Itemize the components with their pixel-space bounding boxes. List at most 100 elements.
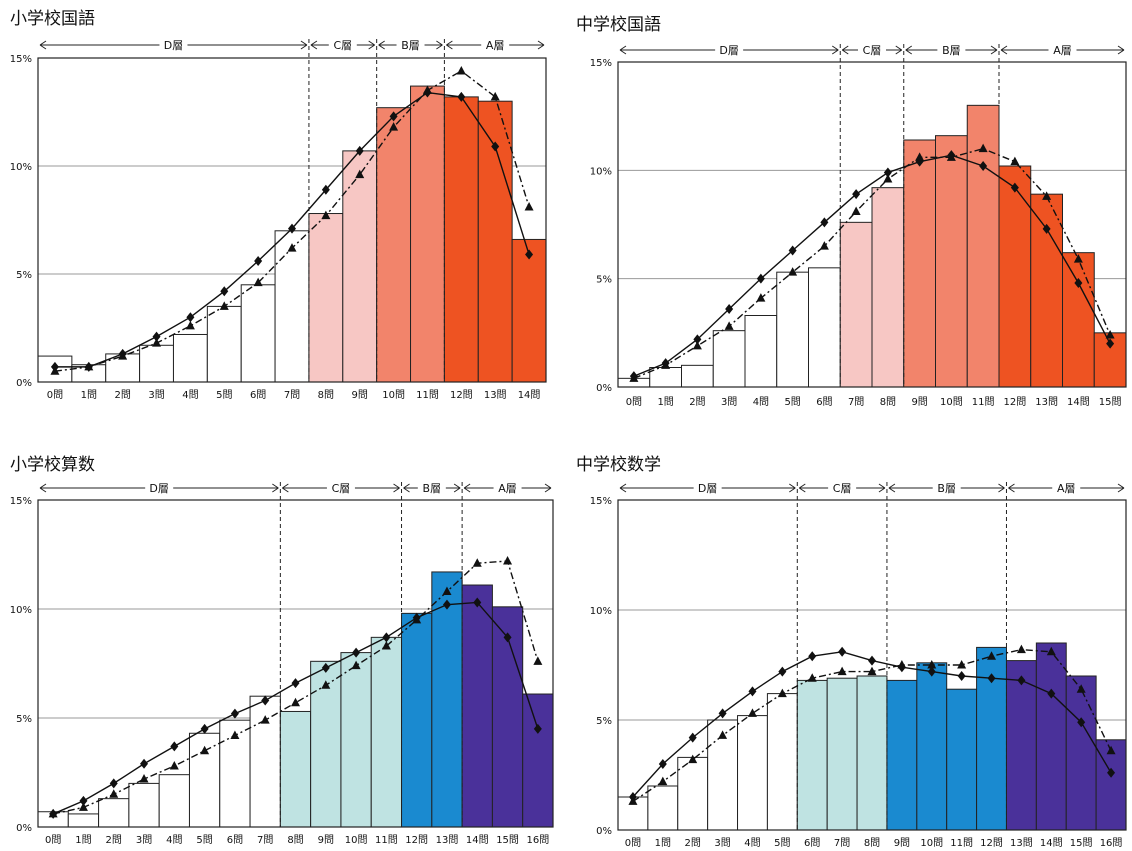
x-tick-label: 3問 <box>148 389 164 401</box>
diamond-marker <box>533 723 542 734</box>
x-tick-label: 6問 <box>227 834 243 846</box>
layer-arrowhead-right <box>436 40 443 50</box>
plot-frame <box>37 499 554 828</box>
bar <box>279 710 312 828</box>
diamond-marker <box>852 189 861 200</box>
layer-label: D層 <box>698 482 717 495</box>
triangle-marker <box>351 660 361 670</box>
triangle-marker <box>851 206 861 215</box>
layer-label: B層 <box>937 482 956 495</box>
layer-arrowhead-left <box>403 483 410 493</box>
triangle-marker <box>692 340 702 350</box>
x-tick-label: 3問 <box>721 396 737 408</box>
layer-label: B層 <box>401 39 420 52</box>
bar <box>376 107 412 383</box>
triangle-marker <box>658 776 668 786</box>
x-tick-label: 8問 <box>318 389 334 401</box>
layer-label: C層 <box>332 482 351 495</box>
triangle-marker <box>253 277 263 287</box>
triangle-marker <box>837 666 847 676</box>
x-tick-label: 1問 <box>81 389 97 401</box>
diamond-marker <box>230 708 239 719</box>
x-tick-label: 10問 <box>940 396 963 408</box>
x-tick-label: 7問 <box>284 389 300 401</box>
triangle-marker <box>524 202 534 211</box>
x-tick-label: 1問 <box>655 837 671 849</box>
triangle-marker <box>1106 745 1116 755</box>
series-line-dashdot <box>632 648 1112 802</box>
x-tick-label: 11問 <box>375 834 398 846</box>
diamond-marker <box>820 217 829 228</box>
diamond-marker <box>389 111 398 122</box>
layer-label: C層 <box>863 44 882 57</box>
triangle-marker <box>897 660 907 669</box>
x-tick-label: 13問 <box>1035 396 1058 408</box>
x-tick-label: 0問 <box>47 389 63 401</box>
layer-arrowhead-right <box>544 483 552 493</box>
layer-arrowhead-right <box>990 45 998 55</box>
diamond-marker <box>291 678 300 689</box>
triangle-marker <box>139 774 149 783</box>
x-tick-label: 4問 <box>753 396 769 408</box>
layer-label: B層 <box>942 44 961 57</box>
x-tick-label: 8問 <box>864 837 880 849</box>
triangle-marker <box>230 730 240 739</box>
layer-arrowhead-left <box>463 483 471 493</box>
triangle-marker <box>777 688 787 698</box>
triangle-marker <box>756 293 766 302</box>
x-tick-label: 14問 <box>1040 837 1063 849</box>
x-tick-label: 14問 <box>1067 396 1090 408</box>
bar <box>871 187 905 388</box>
x-tick-label: 12問 <box>980 837 1003 849</box>
layer-arrowhead-right <box>368 40 375 50</box>
bar <box>946 688 978 831</box>
x-tick-label: 15問 <box>1099 396 1122 408</box>
x-tick-label: 13問 <box>1010 837 1033 849</box>
chart-elementary-japanese: 小学校国語 0% 5% 10% 15% D層 C層 B層 A層 0問 1問 2問 3問 4問 5問 6問 7問 8… <box>0 0 566 420</box>
chart-title: 中学校数学 <box>576 455 661 475</box>
diamond-marker <box>756 273 765 284</box>
bar <box>206 305 242 383</box>
bar <box>766 693 798 831</box>
layer-arrowhead-right <box>998 483 1005 493</box>
triangle-marker <box>867 666 877 676</box>
diamond-marker <box>220 286 229 297</box>
bar <box>1035 642 1067 831</box>
layer-label: D層 <box>149 482 168 495</box>
layer-label: A層 <box>486 39 505 52</box>
y-tick-label: 5% <box>596 716 612 727</box>
triangle-marker <box>1073 254 1083 263</box>
triangle-marker <box>747 708 757 717</box>
diamond-marker <box>957 671 966 681</box>
chart-svg-junior-high-japanese: 中学校国語 0% 5% 10% 15% D層 C層 B層 A層 0問 1問 2問 3問 4問 5問 6問 7問 8… <box>576 15 1127 408</box>
triangle-marker <box>718 730 728 739</box>
diamond-marker <box>1074 278 1083 288</box>
bar <box>67 813 100 828</box>
layer-arrowhead-left <box>39 483 47 493</box>
chart-elementary-math: 小学校算数 0% 5% 10% 15% D層 C層 B層 A層 0問 1問 2問 3問 4問 5問 6問 7問 8… <box>0 425 566 851</box>
layer-label: A層 <box>498 482 517 495</box>
bar <box>744 315 778 388</box>
x-tick-label: 9問 <box>318 834 334 846</box>
layer-arrowhead-right <box>300 40 308 50</box>
layer-arrowhead-right <box>272 483 279 493</box>
triangle-marker <box>915 152 925 161</box>
x-tick-label: 2問 <box>106 834 122 846</box>
diamond-marker <box>140 758 149 769</box>
y-tick-label: 10% <box>590 166 612 177</box>
layer-label: A層 <box>1053 44 1072 57</box>
x-tick-label: 13問 <box>436 834 459 846</box>
diamond-marker <box>1106 338 1115 349</box>
x-tick-label: 9問 <box>911 396 927 408</box>
diamond-marker <box>927 666 936 677</box>
diamond-marker <box>725 304 734 314</box>
bar <box>511 238 547 383</box>
triangle-marker <box>503 556 513 565</box>
bar <box>340 652 372 828</box>
x-tick-label: 7問 <box>834 837 850 849</box>
bar <box>158 774 190 828</box>
layer-arrowhead-left <box>905 45 913 55</box>
x-tick-label: 3問 <box>714 837 730 849</box>
diamond-marker <box>1107 767 1116 778</box>
